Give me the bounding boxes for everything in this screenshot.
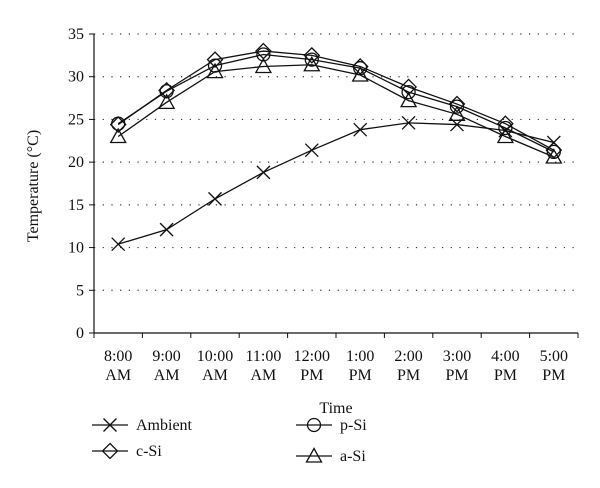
data-point-ambient <box>208 191 222 206</box>
legend-entry-c-si: c-Si <box>92 442 162 460</box>
x-tick-label: 10:00 AM <box>197 348 233 384</box>
data-point-ambient <box>401 115 416 130</box>
y-tick-label: 30 <box>68 69 84 86</box>
data-point-p-si <box>401 84 416 100</box>
legend: Ambient c-Si p-Si a-Si <box>92 417 367 465</box>
x-axis-label: Time <box>319 400 352 417</box>
gridlines <box>94 33 578 291</box>
x-tick-label: 3:00 PM <box>443 348 471 384</box>
data-point-a-si <box>157 93 176 109</box>
legend-marker-a-si <box>305 447 323 463</box>
y-tick-label: 0 <box>76 325 84 342</box>
data-point-a-si <box>254 57 273 74</box>
y-axis-label: Temperature (°C) <box>25 130 42 242</box>
data-point-ambient <box>111 237 126 252</box>
series-line-ambient <box>118 122 554 245</box>
legend-marker-ambient <box>103 418 117 432</box>
series-a-si <box>109 55 563 164</box>
data-point-a-si <box>351 66 369 82</box>
x-tick-label: 8:00 AM <box>104 348 132 384</box>
series-line-a-si <box>117 64 555 158</box>
x-tick-label: 11:00 AM <box>245 348 281 384</box>
data-point-c-si <box>303 46 321 64</box>
data-series <box>109 42 563 252</box>
x-tick-label: 9:00 AM <box>152 348 180 384</box>
legend-label-a-si: a-Si <box>340 448 366 465</box>
data-point-p-si <box>449 99 465 114</box>
legend-marker-p-si <box>306 417 322 433</box>
data-point-ambient <box>256 165 271 180</box>
x-tick-label: 4:00 PM <box>491 348 519 384</box>
data-point-a-si <box>399 91 418 108</box>
series-line-p-si <box>117 53 555 153</box>
series-p-si <box>111 47 561 160</box>
y-tick-label: 25 <box>68 111 84 128</box>
x-axis-ticks: 8:00 AM 9:00 AM 10:00 AM 11:00 AM 12:00 PM 1:00 PM 2… <box>93 333 579 384</box>
series-c-si <box>109 42 563 159</box>
y-tick-label: 15 <box>68 197 84 214</box>
data-point-p-si <box>546 144 561 160</box>
legend-entry-a-si: a-Si <box>296 447 366 465</box>
y-tick-label: 5 <box>76 282 84 299</box>
data-point-a-si <box>545 148 563 164</box>
data-point-c-si <box>109 116 127 133</box>
axes <box>93 34 578 334</box>
data-point-c-si <box>496 115 514 133</box>
data-point-a-si <box>109 127 127 144</box>
legend-marker-c-si <box>101 442 119 460</box>
data-point-a-si <box>448 105 466 121</box>
legend-entry-p-si: p-Si <box>296 417 367 434</box>
data-point-ambient <box>159 222 174 237</box>
data-point-ambient <box>304 143 319 158</box>
series-line-c-si <box>117 50 555 151</box>
data-point-a-si <box>496 127 515 144</box>
data-point-ambient <box>353 122 368 137</box>
data-point-p-si <box>256 47 271 62</box>
series-ambient <box>111 115 561 252</box>
data-point-p-si <box>304 52 319 67</box>
x-tick-label: 1:00 PM <box>346 348 374 384</box>
x-tick-label: 5:00 PM <box>540 348 568 384</box>
x-tick-label: 2:00 PM <box>394 348 422 384</box>
data-point-a-si <box>303 55 321 72</box>
legend-label-p-si: p-Si <box>340 417 367 434</box>
data-point-p-si <box>498 120 513 136</box>
legend-label-c-si: c-Si <box>136 443 162 460</box>
legend-entry-ambient: Ambient <box>92 417 193 434</box>
data-point-c-si <box>206 51 224 69</box>
y-axis-ticks: 0 5 10 15 20 25 30 35 <box>68 26 94 342</box>
data-point-p-si <box>159 84 174 99</box>
x-tick-label: 12:00 PM <box>294 348 330 384</box>
legend-label-ambient: Ambient <box>136 417 193 434</box>
data-point-a-si <box>206 62 224 79</box>
y-tick-label: 20 <box>68 154 84 171</box>
y-tick-label: 10 <box>68 240 84 257</box>
y-tick-label: 35 <box>68 26 84 43</box>
